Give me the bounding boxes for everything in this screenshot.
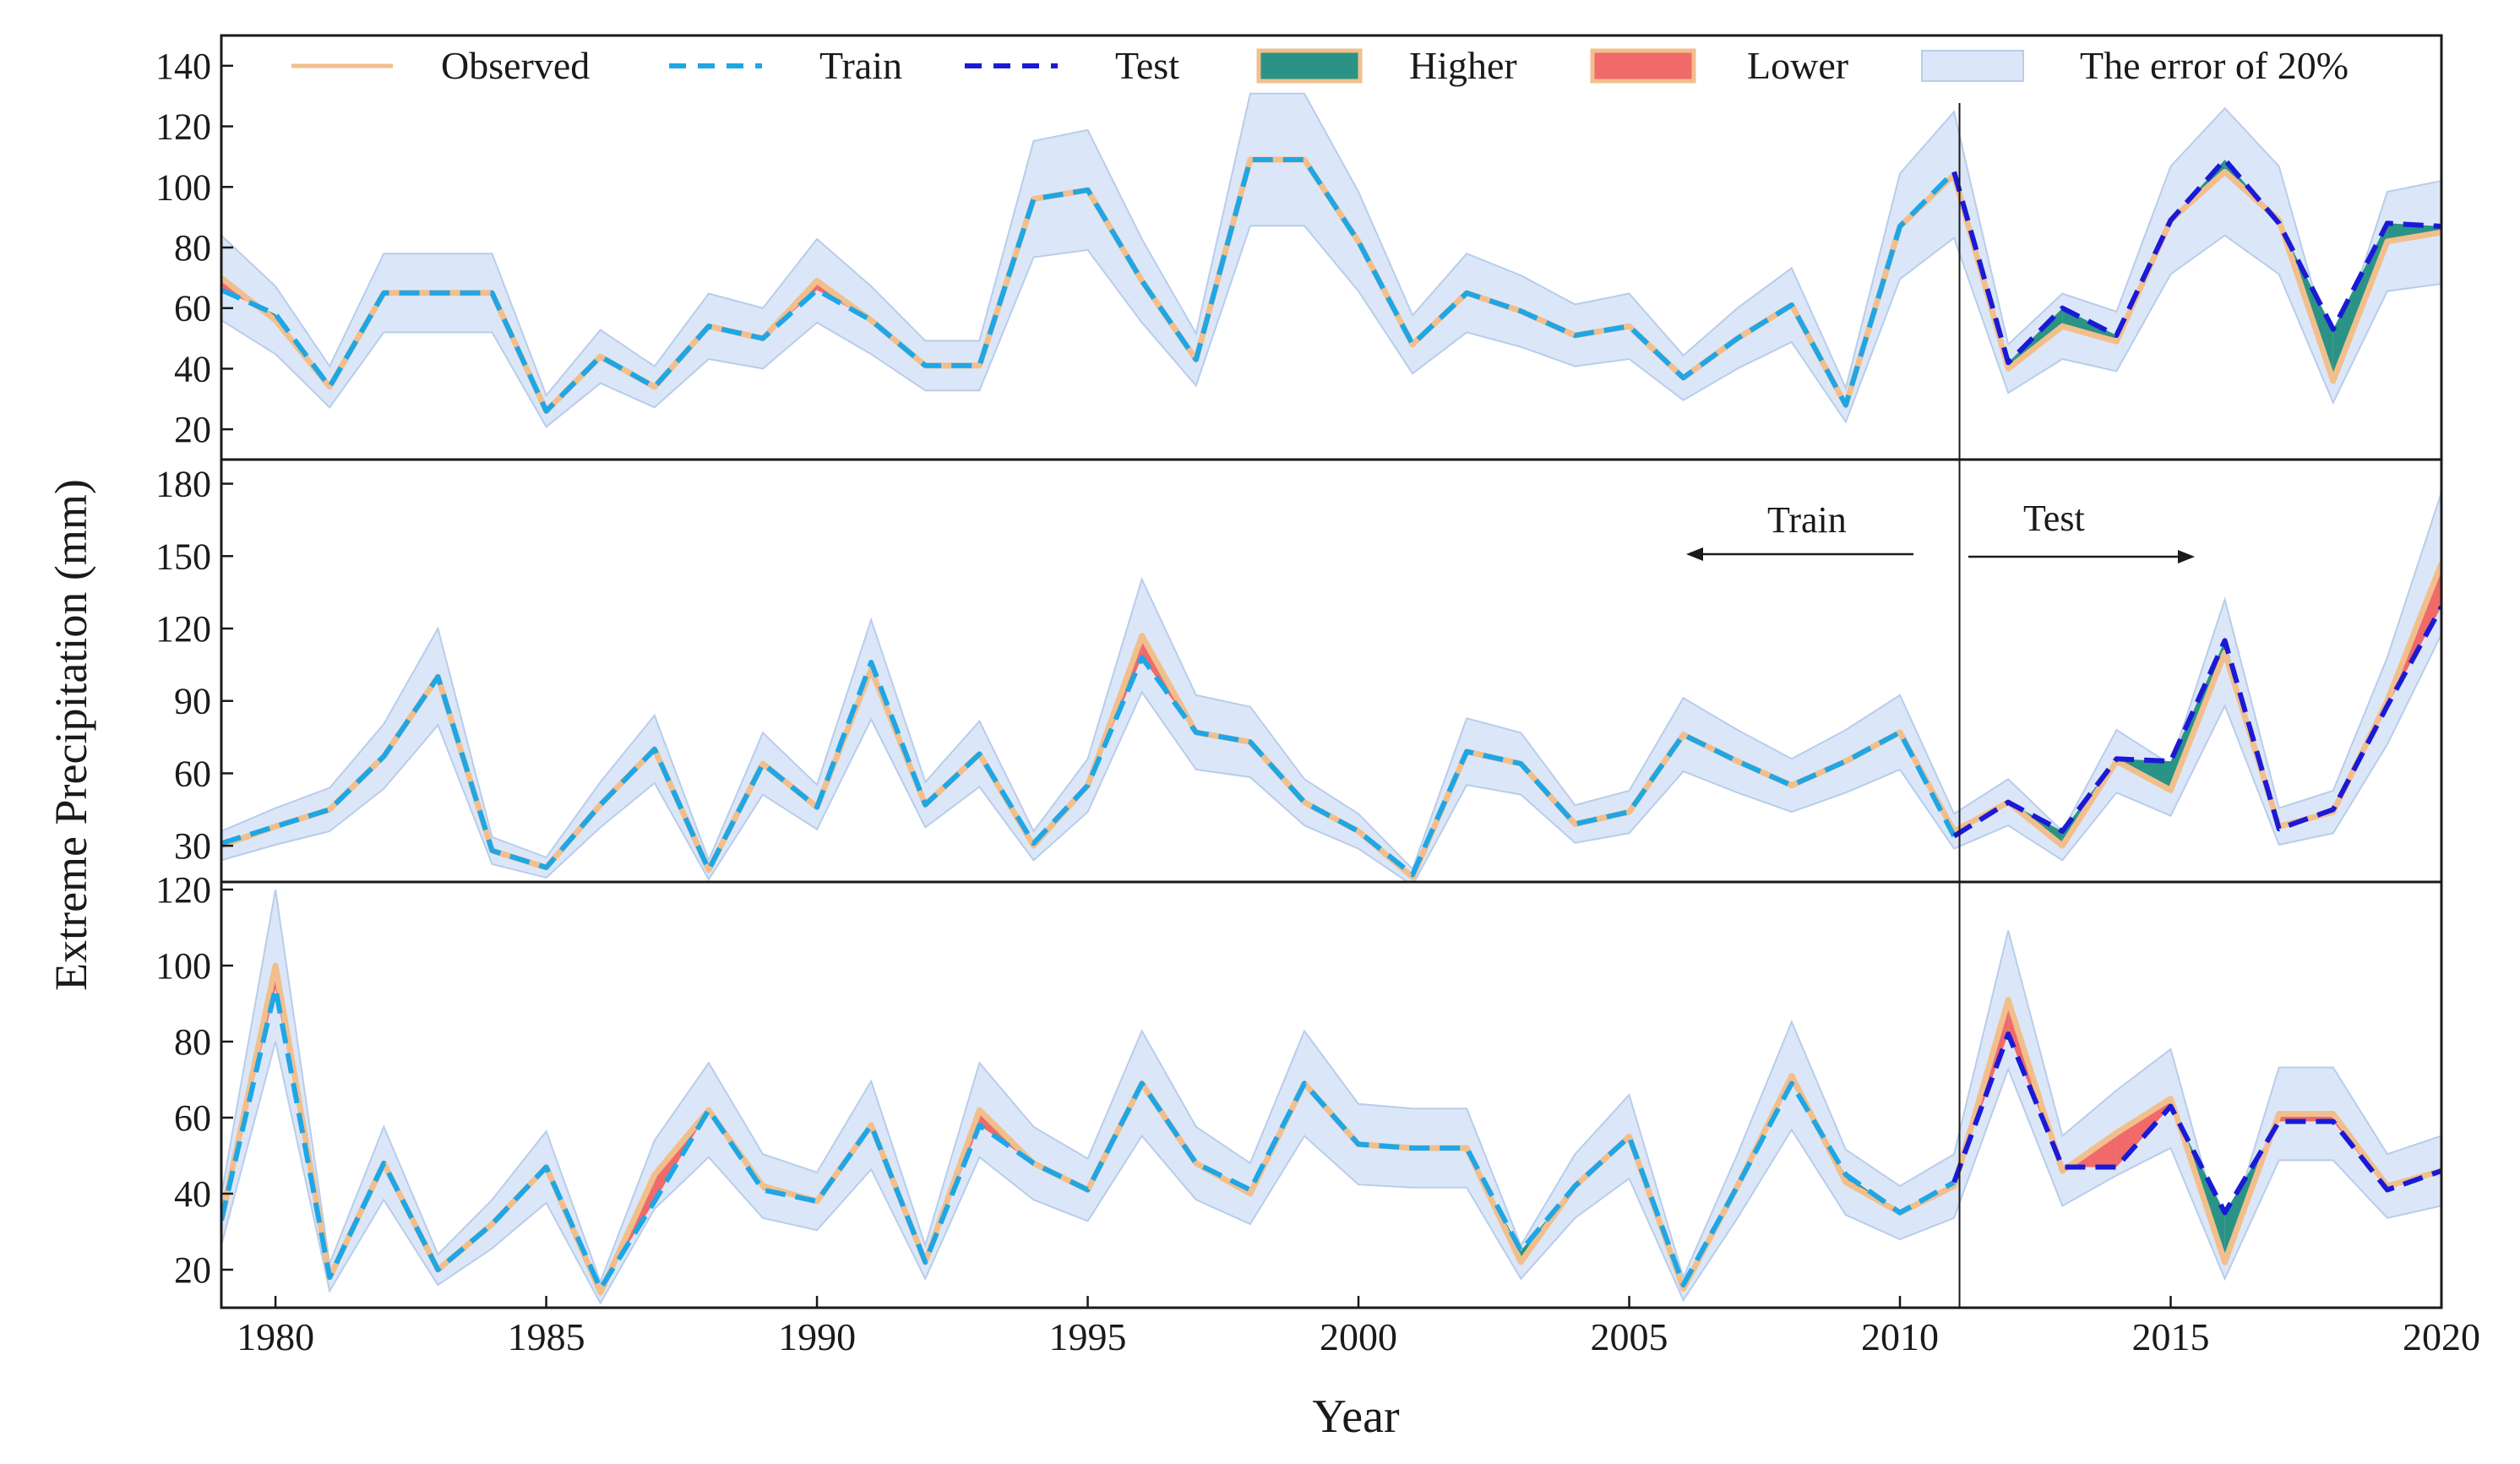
train-line [221, 655, 1957, 878]
y-tick-label: 60 [174, 1097, 211, 1139]
y-tick-label: 140 [155, 46, 211, 87]
test-line [1952, 605, 2441, 839]
test-line [1951, 1031, 2441, 1216]
legend-higher-label: Higher [1409, 44, 1517, 87]
panel-2: 30 60 90 120 150 180 [155, 464, 2441, 882]
x-tick-label: 2000 [1320, 1315, 1397, 1358]
legend-higher-swatch [1256, 48, 1363, 84]
x-axis: 1980 1985 1990 1995 2000 2005 2010 2015 2020 [237, 1296, 2480, 1358]
lower-fill [654, 1110, 709, 1201]
error-band [221, 492, 2441, 882]
x-tick-label: 1985 [508, 1315, 585, 1358]
train-arrow-label: Train [1767, 499, 1847, 541]
x-tick-label: 1980 [237, 1315, 314, 1358]
test-line [1951, 157, 2441, 366]
y-tick-label: 120 [155, 608, 211, 650]
legend-observed-label: Observed [441, 44, 590, 87]
test-arrow-label: Test [2023, 498, 2085, 539]
x-axis-label: Year [1312, 1391, 1400, 1443]
y-tick-label: 100 [155, 166, 211, 208]
y-tick-label: 40 [174, 348, 211, 389]
legend-lower-swatch [1590, 48, 1696, 84]
y-tick-label: 60 [174, 753, 211, 794]
panel-plot-area [221, 492, 2441, 882]
x-tick-label: 2020 [2403, 1315, 2480, 1358]
train-arrow-head [1686, 547, 1703, 561]
train-line [221, 157, 1957, 414]
x-tick-label: 1995 [1049, 1315, 1127, 1358]
panels: 20 40 60 80 100 120 140 30 60 90 120 150 180 20 40 60 80… [155, 46, 2441, 1305]
y-tick-label: 180 [155, 464, 211, 505]
x-tick-label: 1990 [778, 1315, 856, 1358]
x-tick-label: 2010 [1861, 1315, 1939, 1358]
panel-1: 20 40 60 80 100 120 140 [155, 46, 2441, 450]
y-tick-label: 80 [174, 1021, 211, 1063]
y-tick-label: 100 [155, 945, 211, 987]
legend-error-label: The error of 20% [2080, 44, 2349, 87]
y-tick-label: 120 [155, 106, 211, 148]
split-annotations: Train Test [1686, 498, 2195, 563]
panel-plot-area [221, 889, 2441, 1305]
panel-frames [220, 34, 2443, 1309]
test-arrow-head [2178, 550, 2195, 563]
x-tick-label: 2015 [2132, 1315, 2210, 1358]
y-tick-label: 120 [155, 869, 211, 911]
legend: Observed Train Test Higher Lower The err… [291, 44, 2349, 87]
train-line [221, 986, 1956, 1292]
legend-lower-label: Lower [1747, 44, 1848, 87]
x-tick-label: 2005 [1591, 1315, 1668, 1358]
y-tick-label: 20 [174, 409, 211, 450]
panel-plot-area [221, 92, 2441, 428]
y-tick-label: 20 [174, 1249, 211, 1291]
error-band [221, 889, 2441, 1305]
y-tick-label: 150 [155, 536, 211, 577]
panel-3: 20 40 60 80 100 120 [155, 869, 2441, 1305]
y-tick-label: 60 [174, 288, 211, 329]
legend-error-swatch [1921, 50, 2024, 82]
y-tick-label: 40 [174, 1173, 211, 1215]
panel-frame [220, 880, 2443, 1309]
y-tick-label: 90 [174, 681, 211, 722]
y-axis-label: Extreme Precipitation (mm) [46, 479, 96, 991]
legend-test-label: Test [1115, 44, 1179, 87]
y-tick-label: 80 [174, 227, 211, 269]
legend-train-label: Train [819, 44, 902, 87]
y-tick-label: 30 [174, 825, 211, 867]
error-band [221, 92, 2441, 428]
